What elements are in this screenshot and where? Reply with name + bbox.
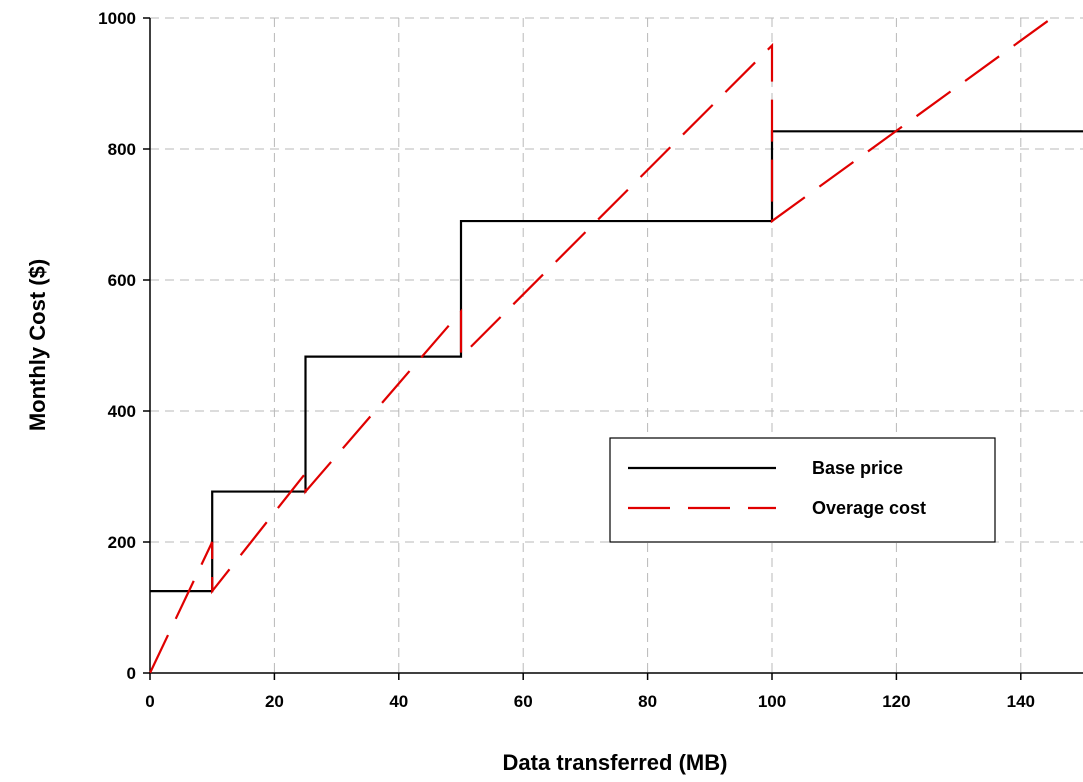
y-tick-label-600: 600 xyxy=(108,271,136,290)
x-tick-label-140: 140 xyxy=(1007,692,1035,711)
x-axis-title: Data transferred (MB) xyxy=(503,750,728,775)
x-tick-label-0: 0 xyxy=(145,692,154,711)
x-tick-label-20: 20 xyxy=(265,692,284,711)
y-tick-label-400: 400 xyxy=(108,402,136,421)
legend: Base price Overage cost xyxy=(609,437,996,543)
y-tick-label-800: 800 xyxy=(108,140,136,159)
x-tick-label-40: 40 xyxy=(389,692,408,711)
x-tick-label-100: 100 xyxy=(758,692,786,711)
y-axis-title: Monthly Cost ($) xyxy=(25,259,50,431)
y-tick-label-0: 0 xyxy=(127,664,136,683)
legend-box xyxy=(609,437,996,543)
legend-label-overage-cost: Overage cost xyxy=(812,498,926,518)
grid xyxy=(150,17,1083,673)
y-tick-label-1000: 1000 xyxy=(98,9,136,28)
x-tick-label-120: 120 xyxy=(882,692,910,711)
axes xyxy=(149,18,1083,674)
legend-label-base-price: Base price xyxy=(812,458,903,478)
x-tick-label-80: 80 xyxy=(638,692,657,711)
tick-labels: 0 20 40 60 80 100 120 140 0 200 400 600 800 1000 xyxy=(98,9,1035,711)
y-tick-label-200: 200 xyxy=(108,533,136,552)
series-line-overage-cost xyxy=(149,17,1053,674)
x-tick-label-60: 60 xyxy=(514,692,533,711)
series-layer xyxy=(149,17,1083,674)
